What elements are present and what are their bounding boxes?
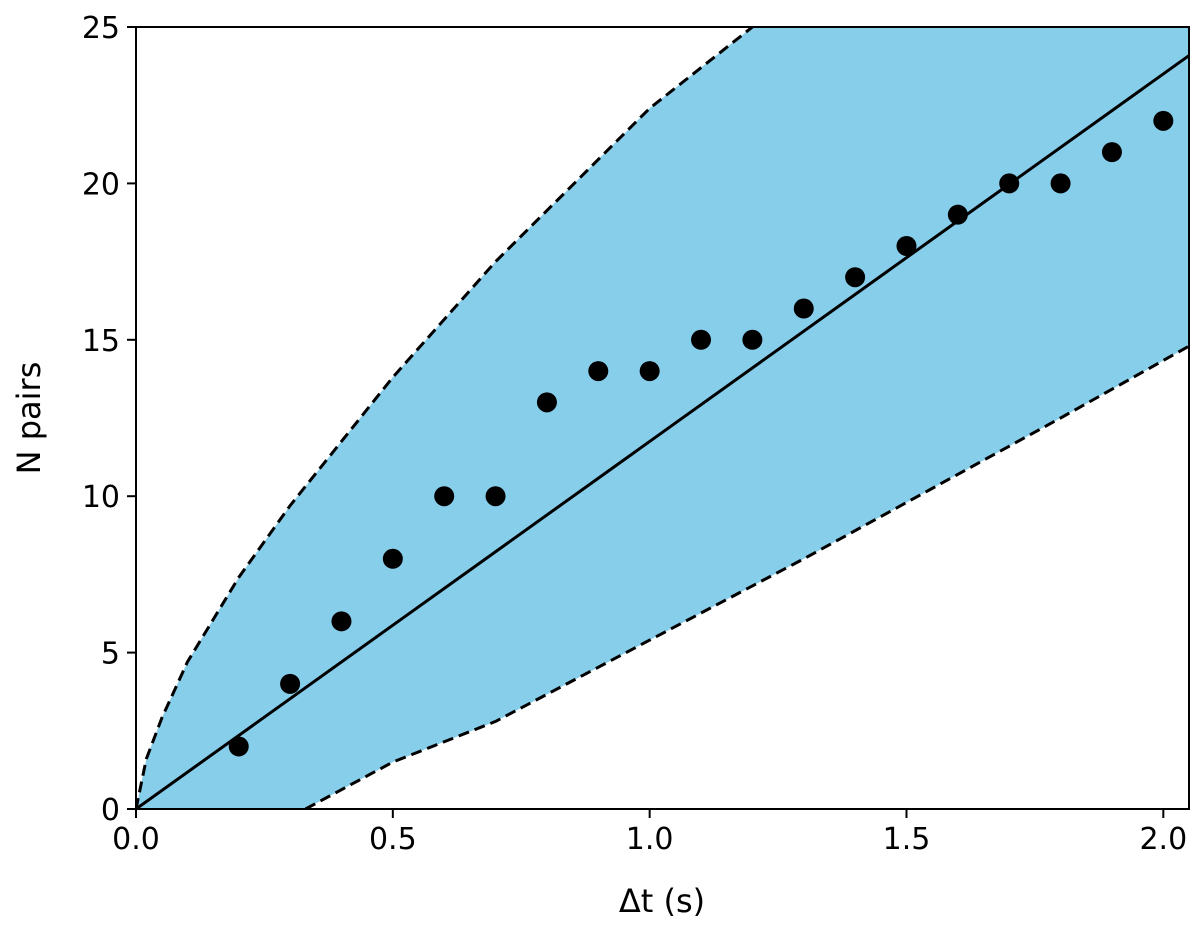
- data-point: [536, 392, 557, 413]
- x-axis-ticks: 0.0 0.5 1.0 1.5 2.0: [112, 809, 1187, 857]
- data-points: [228, 110, 1174, 757]
- y-tick-label: 15: [82, 324, 120, 359]
- data-point: [382, 548, 403, 569]
- data-point: [228, 736, 249, 757]
- data-point: [434, 486, 455, 507]
- data-point: [742, 329, 763, 350]
- y-tick-label: 10: [82, 480, 120, 515]
- band-upper-dashed-line: [136, 27, 755, 809]
- band-lower-dashed-line: [304, 344, 1189, 809]
- x-tick-label: 1.5: [883, 822, 931, 857]
- y-tick-label: 0: [101, 793, 120, 828]
- y-axis-ticks: 0 5 10 15 20 25: [82, 11, 136, 828]
- data-point: [331, 611, 352, 632]
- y-axis-label: N pairs: [10, 362, 48, 475]
- y-tick-label: 20: [82, 167, 120, 202]
- data-point: [1101, 142, 1122, 163]
- data-point: [280, 673, 301, 694]
- data-point: [1050, 173, 1071, 194]
- data-point: [485, 486, 506, 507]
- data-point: [896, 235, 917, 256]
- plot-area: [136, 27, 1189, 809]
- y-tick-label: 25: [82, 11, 120, 46]
- x-tick-label: 0.5: [369, 822, 417, 857]
- data-point: [1153, 110, 1174, 131]
- data-point: [845, 267, 866, 288]
- data-point: [639, 361, 660, 382]
- x-axis-label: Δt (s): [619, 882, 705, 920]
- x-tick-label: 1.0: [626, 822, 674, 857]
- data-point: [793, 298, 814, 319]
- data-point: [999, 173, 1020, 194]
- y-tick-label: 5: [101, 637, 120, 672]
- confidence-band: [136, 27, 1189, 809]
- plot-frame: [135, 26, 1190, 810]
- x-tick-label: 2.0: [1139, 822, 1187, 857]
- data-point: [588, 361, 609, 382]
- data-point: [947, 204, 968, 225]
- data-point: [691, 329, 712, 350]
- x-tick-label: 0.0: [112, 822, 160, 857]
